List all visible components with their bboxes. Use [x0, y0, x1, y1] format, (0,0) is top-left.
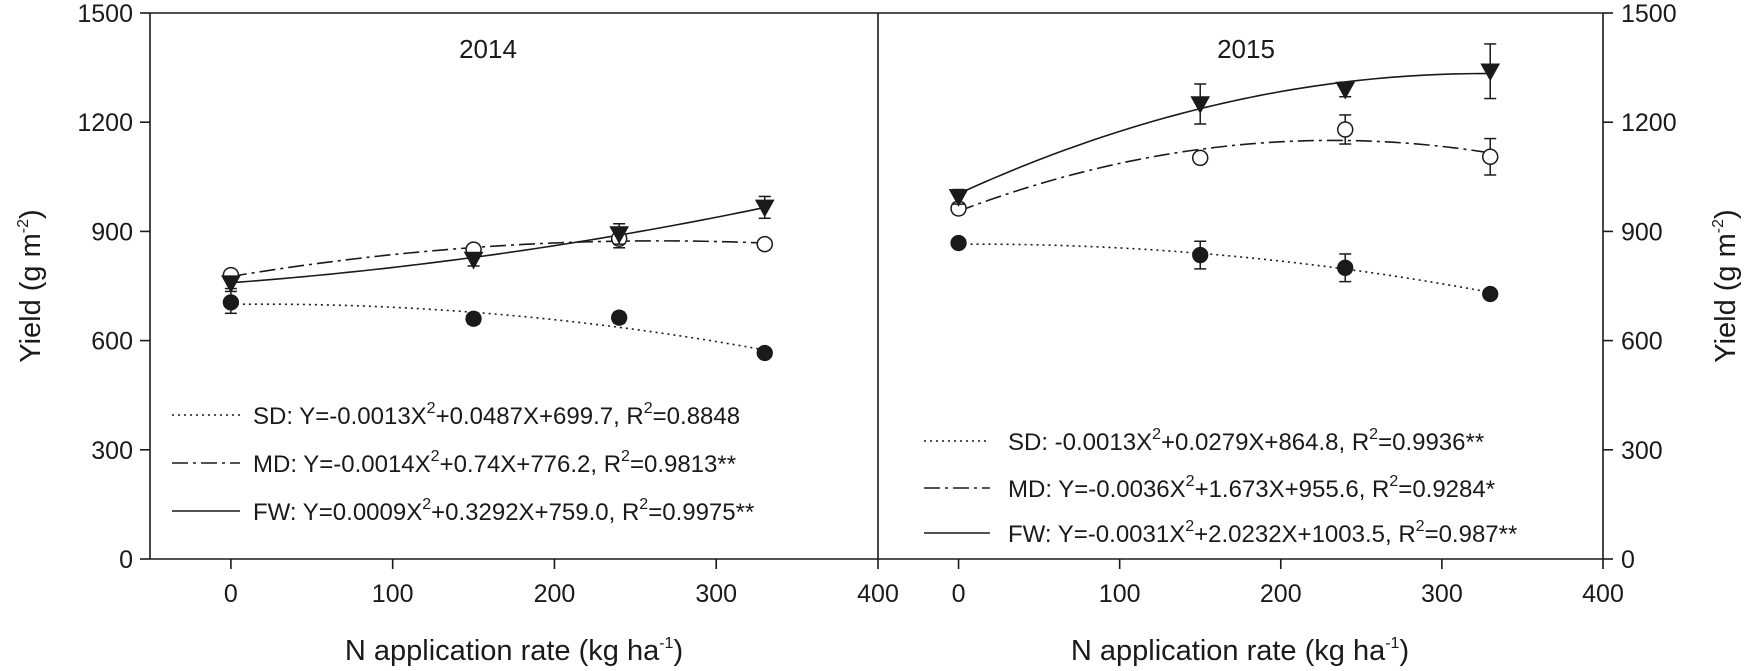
data-point-fw — [609, 223, 630, 245]
marker-open-circle — [756, 235, 774, 253]
data-point-fw — [463, 251, 484, 270]
x-tick-label: 400 — [857, 580, 899, 608]
ticks-layer: 0 0 300 300 600 600 900 900 1200 1200 1500 1500 0 100… — [77, 0, 1676, 608]
fit-curves — [230, 72, 1491, 351]
x-tick-label: 100 — [1099, 580, 1141, 608]
marker-filled-circle — [1337, 259, 1354, 276]
fit-curve-sd — [958, 243, 1491, 294]
fit-curve-sd — [230, 303, 765, 351]
y-tick-label-left: 0 — [119, 546, 133, 574]
marker-triangle-down — [463, 251, 484, 270]
marker-triangle-down — [1480, 63, 1501, 82]
panel-title-2015: 2015 — [1217, 34, 1275, 64]
x-tick-label: 0 — [224, 580, 238, 608]
fit-curve-md — [958, 139, 1491, 212]
y-tick-label-left: 1200 — [77, 109, 133, 137]
panel-title-2014: 2014 — [459, 34, 517, 64]
marker-filled-circle — [1482, 285, 1499, 303]
marker-open-circle — [1191, 149, 1209, 167]
data-point-sd — [950, 234, 967, 252]
legend-entry-sd: SD: Y=-0.0013X2+0.0487X+699.7, R2=0.8848 — [172, 400, 740, 430]
x-tick-label: 300 — [1421, 580, 1463, 608]
data-point-sd — [611, 309, 628, 326]
x-tick-label: 0 — [952, 580, 966, 608]
marker-triangle-down — [948, 189, 969, 207]
x-tick-label: 400 — [1582, 580, 1624, 608]
data-point-sd — [465, 310, 482, 327]
data-point-sd — [1482, 285, 1499, 303]
data-point-sd — [1192, 240, 1209, 270]
data-point-sd — [222, 290, 240, 315]
y-tick-label-right: 1500 — [1621, 0, 1677, 28]
marker-triangle-down — [609, 226, 630, 244]
data-point-md — [1336, 114, 1354, 145]
y-tick-label-right: 900 — [1621, 218, 1663, 246]
data-point-fw — [1480, 43, 1501, 100]
y-tick-label-right: 300 — [1621, 437, 1663, 465]
y-tick-label-left: 600 — [91, 328, 133, 356]
data-point-md — [1191, 149, 1209, 167]
x-tick-label: 100 — [372, 580, 414, 608]
y-tick-label-right: 1200 — [1621, 109, 1677, 137]
marker-triangle-down — [754, 199, 775, 218]
data-point-fw — [948, 188, 969, 207]
legend-entry-md: MD: Y=-0.0014X2+0.74X+776.2, R2=0.9813** — [172, 448, 736, 478]
legend-text: SD: -0.0013X2+0.0279X+864.8, R2=0.9936** — [1008, 426, 1484, 456]
y-axis-title-left: Yield (g m-2) — [15, 209, 47, 362]
marker-filled-circle — [950, 234, 967, 252]
legend-text: FW: Y=0.0009X2+0.3292X+759.0, R2=0.9975*… — [253, 496, 754, 526]
data-point-fw — [754, 195, 775, 220]
y-tick-label-left: 1500 — [77, 0, 133, 28]
marker-filled-circle — [1192, 246, 1209, 264]
data-point-fw — [221, 275, 241, 294]
x-tick-label: 200 — [534, 580, 576, 608]
y-tick-label-left: 300 — [91, 437, 133, 465]
marker-triangle-down — [221, 275, 241, 294]
marker-open-circle — [1481, 148, 1499, 166]
x-axis-title-left: N application rate (kg ha-1) — [345, 635, 683, 667]
x-tick-label: 200 — [1260, 580, 1302, 608]
y-tick-label-right: 600 — [1621, 328, 1663, 356]
data-points — [221, 43, 1501, 362]
legend-entry-fw: FW: Y=-0.0031X2+2.0232X+1003.5, R2=0.987… — [924, 518, 1517, 548]
marker-triangle-down — [1335, 81, 1356, 100]
y-axis-title-right: Yield (g m-2) — [1710, 209, 1742, 362]
legend-entry-fw: FW: Y=0.0009X2+0.3292X+759.0, R2=0.9975*… — [172, 496, 754, 526]
legends: SD: Y=-0.0013X2+0.0487X+699.7, R2=0.8848… — [172, 400, 1517, 548]
fit-curve-fw — [230, 206, 765, 284]
marker-triangle-down — [1190, 96, 1211, 115]
marker-filled-circle — [222, 294, 240, 311]
legend-text: SD: Y=-0.0013X2+0.0487X+699.7, R2=0.8848 — [253, 400, 740, 430]
x-axis-title-right: N application rate (kg ha-1) — [1071, 635, 1409, 667]
legend-entry-md: MD: Y=-0.0036X2+1.673X+955.6, R2=0.9284* — [924, 473, 1495, 503]
data-point-md — [1481, 137, 1499, 176]
data-point-fw — [1335, 81, 1356, 100]
fit-curve-md — [230, 240, 765, 278]
legend-entry-sd: SD: -0.0013X2+0.0279X+864.8, R2=0.9936** — [924, 426, 1484, 456]
marker-filled-circle — [465, 310, 482, 327]
y-tick-label-left: 900 — [91, 218, 133, 246]
legend-text: FW: Y=-0.0031X2+2.0232X+1003.5, R2=0.987… — [1008, 518, 1517, 548]
marker-filled-circle — [611, 309, 628, 326]
x-tick-label: 300 — [695, 580, 737, 608]
y-tick-label-right: 0 — [1621, 546, 1635, 574]
legend-text: MD: Y=-0.0014X2+0.74X+776.2, R2=0.9813** — [253, 448, 736, 478]
marker-open-circle — [1336, 121, 1354, 138]
data-point-md — [756, 235, 774, 253]
legend-text: MD: Y=-0.0036X2+1.673X+955.6, R2=0.9284* — [1008, 473, 1495, 503]
marker-filled-circle — [756, 344, 773, 362]
fit-curve-fw — [958, 72, 1491, 195]
data-point-sd — [1337, 253, 1354, 283]
data-point-fw — [1190, 83, 1211, 125]
data-point-sd — [756, 344, 773, 362]
